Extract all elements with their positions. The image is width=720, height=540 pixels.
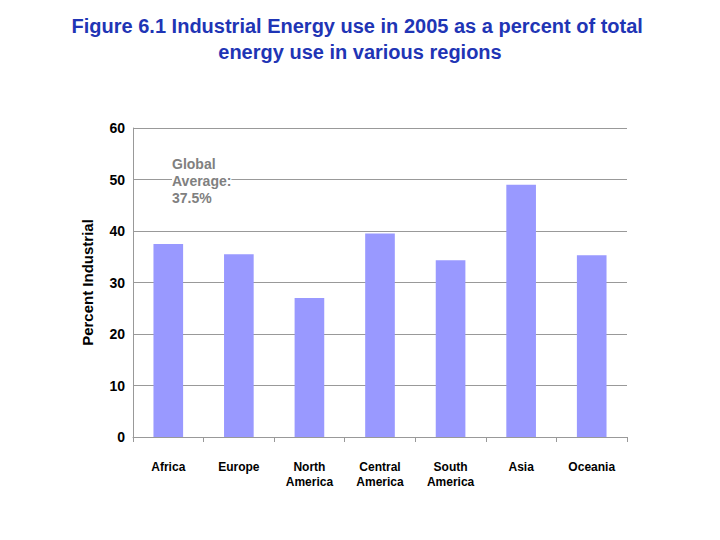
svg-text:Average:: Average:: [172, 173, 231, 189]
svg-text:40: 40: [109, 223, 125, 239]
svg-text:Africa: Africa: [151, 460, 185, 474]
svg-text:50: 50: [109, 172, 125, 188]
svg-text:Asia: Asia: [508, 460, 534, 474]
svg-text:Percent Industrial: Percent Industrial: [79, 219, 96, 346]
svg-text:Global: Global: [172, 156, 216, 172]
svg-text:America: America: [286, 475, 334, 489]
svg-text:37.5%: 37.5%: [172, 190, 212, 206]
svg-text:20: 20: [109, 326, 125, 342]
svg-text:Oceania: Oceania: [568, 460, 615, 474]
svg-text:energy use in various regions: energy use in various regions: [218, 41, 501, 63]
svg-text:Europe: Europe: [218, 460, 260, 474]
svg-text:10: 10: [109, 378, 125, 394]
svg-text:Figure 6.1 Industrial Energy u: Figure 6.1 Industrial Energy use in 2005…: [72, 15, 649, 37]
svg-text:America: America: [356, 475, 404, 489]
svg-text:0: 0: [117, 429, 125, 445]
svg-text:Central: Central: [359, 460, 400, 474]
svg-text:North: North: [293, 460, 325, 474]
svg-text:America: America: [427, 475, 475, 489]
svg-text:South: South: [434, 460, 468, 474]
svg-text:30: 30: [109, 275, 125, 291]
svg-text:60: 60: [109, 120, 125, 136]
